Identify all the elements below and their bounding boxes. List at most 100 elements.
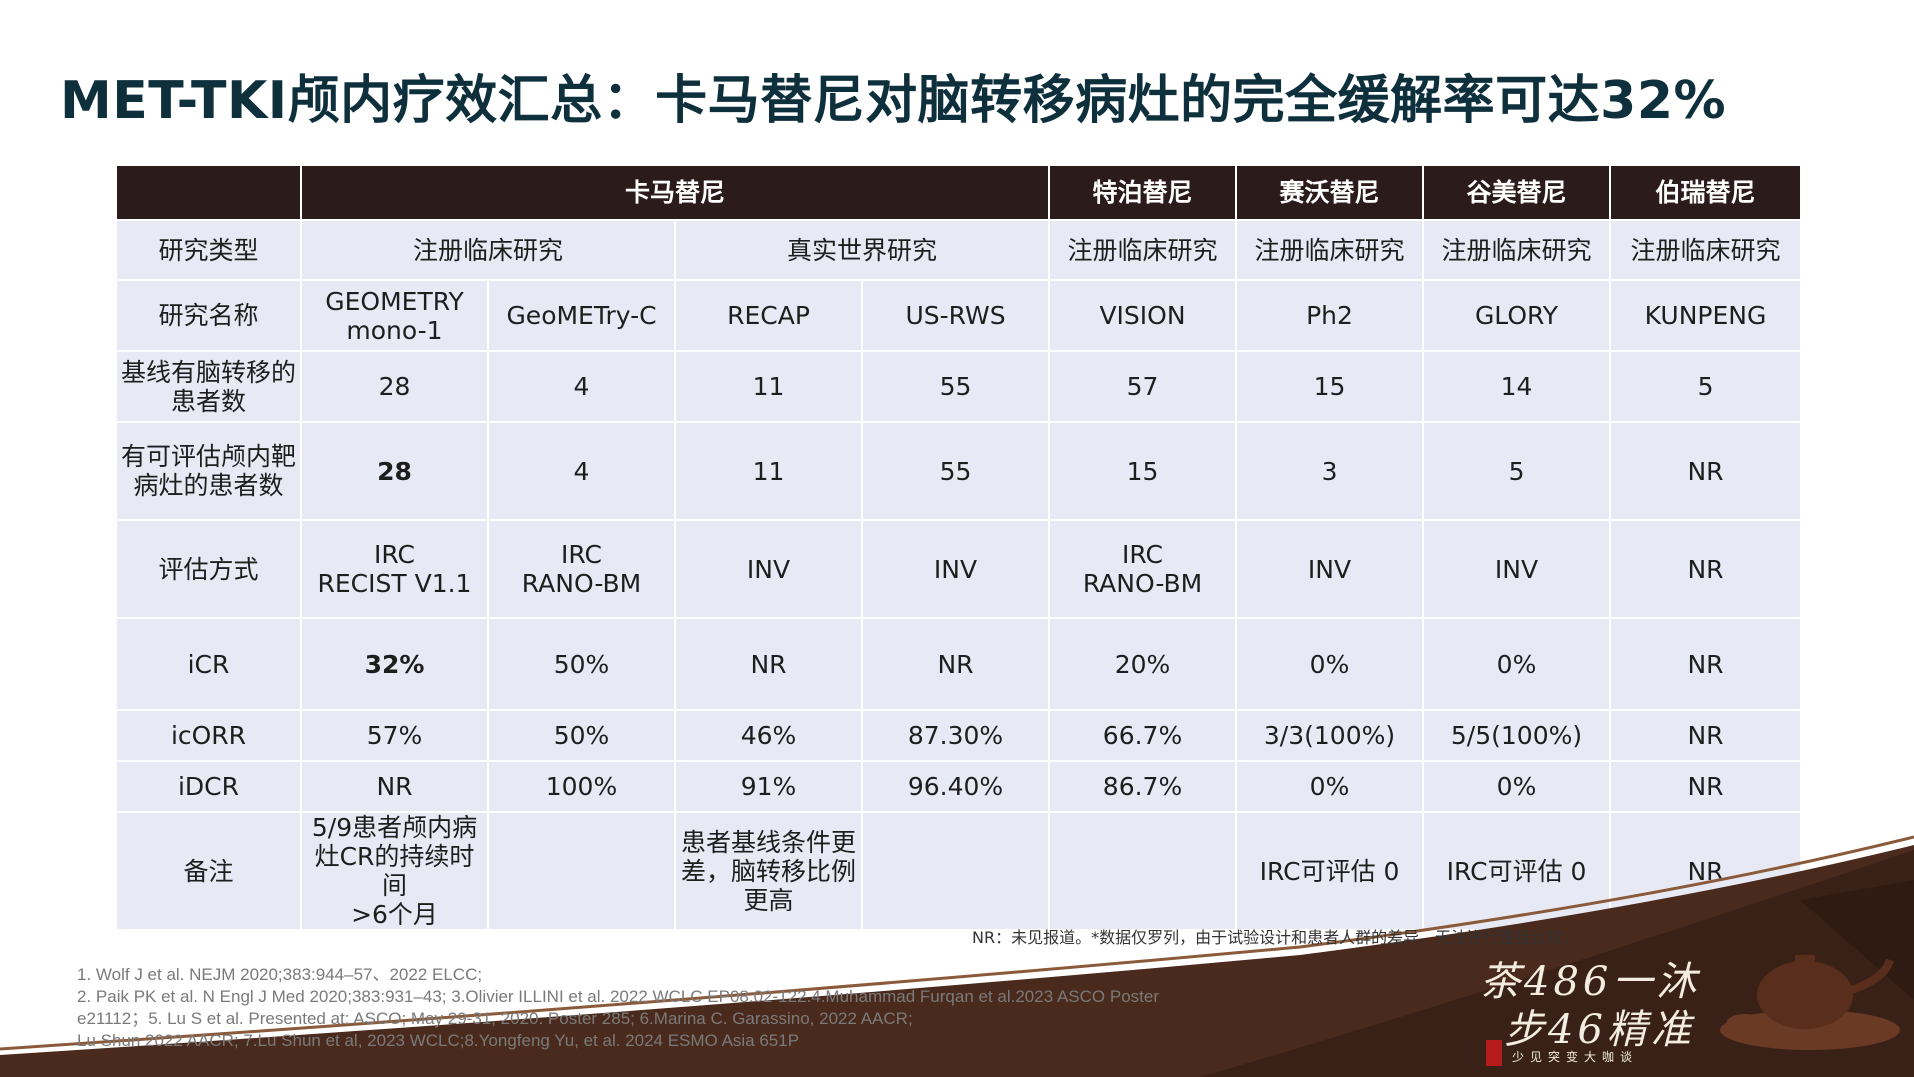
cell: 100% [487, 760, 676, 813]
header-capmatinib: 卡马替尼 [299, 164, 1051, 221]
references: 1. Wolf J et al. NEJM 2020;383:944–57、20… [77, 964, 1159, 1052]
cell [860, 811, 1051, 931]
cell: INV [860, 519, 1051, 619]
cell [487, 811, 676, 931]
cell: NR [300, 760, 489, 813]
cell: INV [674, 519, 863, 619]
header-empty [115, 164, 302, 221]
cell: 真实世界研究 [673, 219, 1051, 281]
slogan-line-2: 步46精准 [1504, 1007, 1695, 1053]
cell: NR [1609, 617, 1803, 711]
row-icr: iCR 32% 50% NR NR 20% 0% 0% NR [115, 617, 1803, 711]
cell: 注册临床研究 [1422, 219, 1612, 281]
cell: 46% [674, 709, 863, 762]
cell: GEOMETRY mono-1 [300, 279, 489, 352]
row-label: icORR [115, 709, 302, 762]
header-bozitinib: 伯瑞替尼 [1609, 164, 1803, 221]
cell: 5 [1422, 421, 1612, 521]
cell: 患者基线条件更 差，脑转移比例 更高 [674, 811, 863, 931]
cell: 15 [1048, 421, 1238, 521]
cell: 4 [487, 421, 676, 521]
row-study-name: 研究名称 GEOMETRY mono-1 GeoMETry-C RECAP US-RWS… [115, 279, 1803, 352]
cell: 4 [487, 350, 676, 423]
cell: INV [1422, 519, 1612, 619]
cell: 57 [1048, 350, 1238, 423]
cell: 注册临床研究 [1235, 219, 1425, 281]
row-evaluable: 有可评估颅内靶 病灶的患者数 28 4 11 55 15 3 5 NR [115, 421, 1803, 521]
cell: NR [860, 617, 1051, 711]
row-label: 有可评估颅内靶 病灶的患者数 [115, 421, 302, 521]
header-glumetinib: 谷美替尼 [1422, 164, 1612, 221]
cell: VISION [1048, 279, 1238, 352]
row-idcr: iDCR NR 100% 91% 96.40% 86.7% 0% 0% NR [115, 760, 1803, 813]
cell: 50% [487, 617, 676, 711]
footnote: NR：未见报道。*数据仅罗列，由于试验设计和患者人群的差异，无法进行直接比较。 [972, 928, 1580, 947]
cell: 0% [1422, 617, 1612, 711]
cell: 15 [1235, 350, 1425, 423]
cell: 0% [1235, 760, 1425, 813]
cell: 55 [860, 350, 1051, 423]
cell: NR [1609, 519, 1803, 619]
cell: 86.7% [1048, 760, 1238, 813]
reference-line: e21112；5. Lu S et al. Presented at: ASCO… [77, 1009, 913, 1028]
row-notes: 备注 5/9患者颅内病 灶CR的持续时间 >6个月 患者基线条件更 差，脑转移比例 更高 I… [115, 811, 1803, 931]
cell: 5/5(100%) [1422, 709, 1612, 762]
cell: 28 [300, 421, 489, 521]
cell: 11 [674, 421, 863, 521]
cell [1048, 811, 1238, 931]
row-method: 评估方式 IRC RECIST V1.1 IRC RANO-BM INV INV IRC RA… [115, 519, 1803, 619]
cell: 28 [300, 350, 489, 423]
page-title: MET-TKI颅内疗效汇总：卡马替尼对脑转移病灶的完全缓解率可达32% [60, 71, 1727, 131]
cell: IRC RECIST V1.1 [300, 519, 489, 619]
cell: IRC RANO-BM [1048, 519, 1238, 619]
cell: 96.40% [860, 760, 1051, 813]
cell: US-RWS [860, 279, 1051, 352]
slogan: 茶486一沐 步46精准 [1480, 958, 1700, 1054]
cell: 50% [487, 709, 676, 762]
cell: 87.30% [860, 709, 1051, 762]
cell: 注册临床研究 [300, 219, 676, 281]
cell: Ph2 [1235, 279, 1425, 352]
row-baseline: 基线有脑转移的 患者数 28 4 11 55 57 15 14 5 [115, 350, 1803, 423]
seal-icon [1486, 1040, 1502, 1066]
cell: 注册临床研究 [1048, 219, 1238, 281]
cell: 14 [1422, 350, 1612, 423]
header-row: 卡马替尼 特泊替尼 赛沃替尼 谷美替尼 伯瑞替尼 [115, 164, 1803, 221]
cell: NR [674, 617, 863, 711]
cell: IRC可评估 0 [1422, 811, 1612, 931]
row-icorr: icORR 57% 50% 46% 87.30% 66.7% 3/3(100%) 5/5(1… [115, 709, 1803, 762]
cell: GeoMETry-C [487, 279, 676, 352]
cell: 5 [1609, 350, 1803, 423]
row-label: 基线有脑转移的 患者数 [115, 350, 302, 423]
row-label: 研究类型 [115, 219, 302, 281]
cell: GLORY [1422, 279, 1612, 352]
cell: 66.7% [1048, 709, 1238, 762]
cell: 91% [674, 760, 863, 813]
cell: 20% [1048, 617, 1238, 711]
cell: 3 [1235, 421, 1425, 521]
cell: 32% [300, 617, 489, 711]
row-label: iDCR [115, 760, 302, 813]
row-label: 评估方式 [115, 519, 302, 619]
cell: RECAP [674, 279, 863, 352]
header-savolitinib: 赛沃替尼 [1235, 164, 1425, 221]
row-label: 备注 [115, 811, 302, 931]
cell: NR [1609, 760, 1803, 813]
comparison-table: 卡马替尼 特泊替尼 赛沃替尼 谷美替尼 伯瑞替尼 研究类型 注册临床研究 真实世… [115, 164, 1803, 931]
cell: 3/3(100%) [1235, 709, 1425, 762]
cell: 0% [1422, 760, 1612, 813]
slogan-line-1: 茶486一沐 [1480, 959, 1701, 1005]
cell: 55 [860, 421, 1051, 521]
cell: 5/9患者颅内病 灶CR的持续时间 >6个月 [300, 811, 489, 931]
cell: IRC可评估 0 [1235, 811, 1425, 931]
header-tepotinib: 特泊替尼 [1048, 164, 1238, 221]
row-study-type: 研究类型 注册临床研究 真实世界研究 注册临床研究 注册临床研究 注册临床研究 … [115, 219, 1803, 281]
cell: 11 [674, 350, 863, 423]
slogan-small: 少见突变大咖谈 [1512, 1050, 1639, 1064]
cell: 0% [1235, 617, 1425, 711]
cell: INV [1235, 519, 1425, 619]
cell: NR [1609, 709, 1803, 762]
cell: KUNPENG [1609, 279, 1803, 352]
reference-line: 2. Paik PK et al. N Engl J Med 2020;383:… [77, 987, 1159, 1006]
